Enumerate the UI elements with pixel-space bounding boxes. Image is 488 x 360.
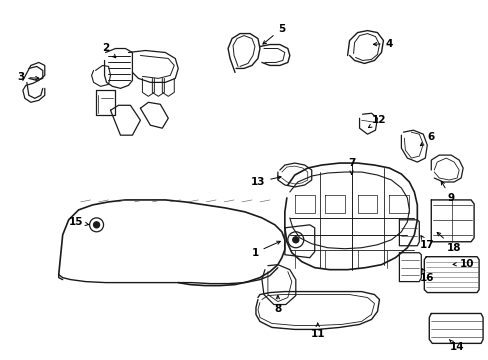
Text: 6: 6: [420, 132, 434, 146]
Circle shape: [93, 222, 100, 228]
Circle shape: [292, 237, 298, 243]
Text: 5: 5: [263, 24, 285, 44]
Text: 15: 15: [68, 217, 88, 227]
Text: 3: 3: [17, 72, 39, 82]
Text: 9: 9: [440, 181, 454, 203]
Text: 10: 10: [452, 259, 473, 269]
Text: 8: 8: [274, 296, 281, 315]
Text: 14: 14: [448, 339, 464, 352]
Text: 12: 12: [367, 115, 386, 127]
Text: 17: 17: [419, 236, 434, 250]
Text: 4: 4: [373, 39, 392, 49]
Text: 11: 11: [310, 323, 325, 339]
Text: 2: 2: [102, 42, 116, 58]
Text: 13: 13: [250, 176, 281, 187]
Text: 7: 7: [347, 158, 355, 174]
Text: 1: 1: [251, 241, 280, 258]
Text: 18: 18: [436, 233, 461, 253]
Text: 16: 16: [419, 269, 434, 283]
